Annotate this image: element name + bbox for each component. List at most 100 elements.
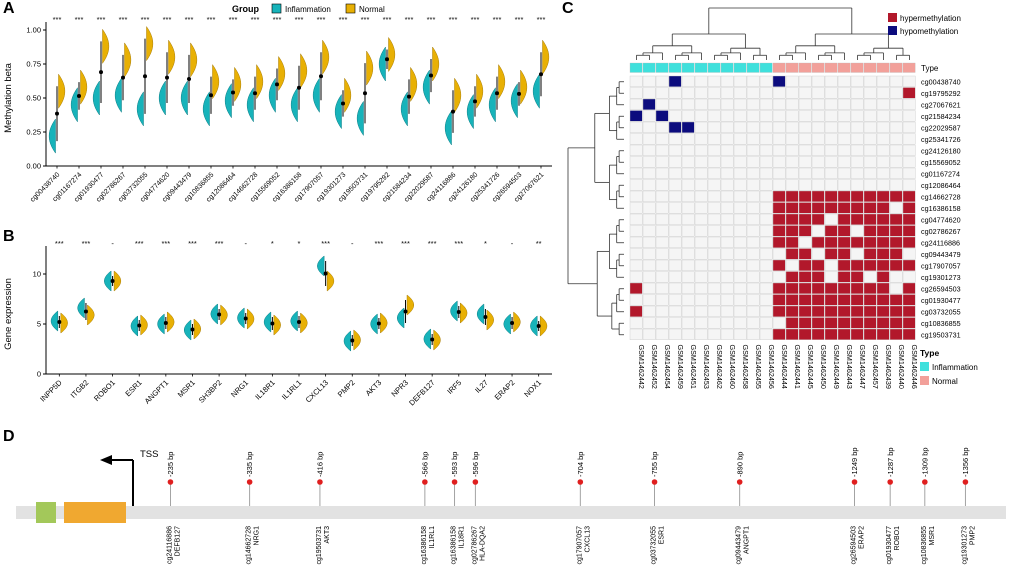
heatmap-cell bbox=[850, 259, 864, 271]
heatmap-cell bbox=[811, 213, 825, 225]
heatmap-cell bbox=[837, 305, 851, 317]
heatmap-cell bbox=[902, 248, 916, 260]
heatmap-cell bbox=[811, 282, 825, 294]
heatmap-cell bbox=[824, 317, 838, 329]
heatmap-cell bbox=[746, 75, 760, 87]
heatmap-cell bbox=[824, 121, 838, 133]
heatmap-cell bbox=[798, 110, 812, 122]
heatmap-cell bbox=[668, 144, 682, 156]
gene-name-label: IL1RL1 bbox=[429, 526, 436, 549]
type-annotation-cell bbox=[811, 62, 825, 73]
mean-point bbox=[190, 327, 195, 332]
heatmap-cell bbox=[707, 110, 721, 122]
heatmap-cell bbox=[694, 179, 708, 191]
violin-normal bbox=[190, 42, 198, 78]
heatmap-row-label: cg12086464 bbox=[921, 181, 961, 190]
heatmap-cell bbox=[824, 282, 838, 294]
significance-label: *** bbox=[339, 15, 348, 24]
heatmap-cell bbox=[889, 167, 903, 179]
heatmap-cell bbox=[837, 259, 851, 271]
heatmap-cell bbox=[850, 328, 864, 340]
heatmap-cell bbox=[733, 271, 747, 283]
violin-inflammation bbox=[210, 303, 218, 325]
violin-inflammation bbox=[114, 77, 122, 114]
heatmap-cell bbox=[720, 75, 734, 87]
heatmap-cell bbox=[863, 75, 877, 87]
heatmap-cell bbox=[798, 202, 812, 214]
heatmap-cell bbox=[876, 133, 890, 145]
heatmap-cell bbox=[798, 259, 812, 271]
heatmap-cell bbox=[850, 75, 864, 87]
heatmap-cell bbox=[850, 98, 864, 110]
heatmap-col-label: GSM1462454 bbox=[663, 345, 672, 389]
violin-normal bbox=[366, 50, 374, 86]
heatmap-cell bbox=[707, 282, 721, 294]
heatmap-cell bbox=[759, 121, 773, 133]
violin-normal bbox=[60, 312, 68, 334]
heatmap-cell bbox=[850, 248, 864, 260]
heatmap-cell bbox=[876, 282, 890, 294]
heatmap-cell bbox=[655, 225, 669, 237]
type-annotation-cell bbox=[694, 62, 708, 73]
heatmap-cell bbox=[733, 133, 747, 145]
violin-normal bbox=[193, 318, 201, 340]
heatmap-cell bbox=[772, 98, 786, 110]
heatmap-cell bbox=[772, 282, 786, 294]
heatmap-cell bbox=[798, 121, 812, 133]
heatmap-cell bbox=[798, 294, 812, 306]
heatmap-cell bbox=[785, 317, 799, 329]
heatmap-cell bbox=[642, 213, 656, 225]
significance-label: *** bbox=[53, 15, 62, 24]
mean-point bbox=[539, 72, 543, 77]
violin-inflammation bbox=[157, 313, 165, 335]
violin-normal bbox=[58, 73, 66, 109]
violin-normal bbox=[212, 63, 220, 100]
heatmap-cell bbox=[720, 121, 734, 133]
heatmap-cell bbox=[902, 156, 916, 168]
heatmap-cell bbox=[811, 133, 825, 145]
heatmap-cell bbox=[733, 75, 747, 87]
significance-label: * bbox=[271, 239, 274, 248]
panel-b-label: B bbox=[3, 228, 15, 245]
x-tick-label: SH3BP2 bbox=[197, 378, 224, 405]
heatmap-cell bbox=[707, 236, 721, 248]
legend-label-inflammation: Inflammation bbox=[285, 5, 331, 14]
heatmap-row-label: cg09443479 bbox=[921, 250, 961, 259]
heatmap-cell bbox=[902, 328, 916, 340]
significance-label: *** bbox=[135, 239, 144, 248]
heatmap-cell bbox=[733, 190, 747, 202]
heatmap-cell bbox=[850, 179, 864, 191]
heatmap-cell bbox=[889, 202, 903, 214]
heatmap-row-label: cg19301273 bbox=[921, 273, 961, 282]
y-axis-title: Methylation beta bbox=[3, 62, 14, 132]
violin-normal bbox=[513, 311, 521, 333]
heatmap-cell bbox=[850, 144, 864, 156]
heatmap-cell bbox=[629, 167, 643, 179]
violin-normal bbox=[113, 270, 122, 292]
heatmap-cell bbox=[824, 110, 838, 122]
cpg-site-dot bbox=[577, 479, 584, 485]
heatmap-cell bbox=[694, 317, 708, 329]
heatmap-cell bbox=[785, 294, 799, 306]
heatmap-cell bbox=[876, 271, 890, 283]
panel-a-label: A bbox=[3, 0, 15, 17]
bp-distance-label: -704 bp bbox=[576, 452, 585, 477]
heatmap-cell bbox=[811, 167, 825, 179]
mean-point bbox=[430, 337, 435, 342]
heatmap-cell bbox=[668, 248, 682, 260]
heatmap-cell bbox=[785, 202, 799, 214]
heatmap-cell bbox=[837, 167, 851, 179]
heatmap-cell bbox=[772, 110, 786, 122]
heatmap-cell bbox=[837, 87, 851, 99]
heatmap-cell bbox=[733, 167, 747, 179]
heatmap-cell bbox=[694, 87, 708, 99]
heatmap-cell bbox=[824, 87, 838, 99]
heatmap-cell bbox=[720, 133, 734, 145]
type-annotation-label: Type bbox=[921, 64, 939, 73]
heatmap-cell bbox=[837, 121, 851, 133]
legend-swatch-hypomethylation bbox=[888, 26, 897, 35]
heatmap-cell bbox=[668, 271, 682, 283]
heatmap-cell bbox=[707, 87, 721, 99]
significance-label: - bbox=[244, 239, 247, 248]
